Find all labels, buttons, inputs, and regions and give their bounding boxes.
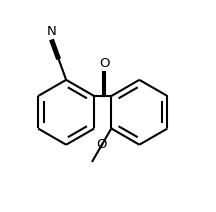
Text: O: O xyxy=(97,138,107,151)
Text: N: N xyxy=(47,25,56,38)
Text: O: O xyxy=(99,57,109,70)
